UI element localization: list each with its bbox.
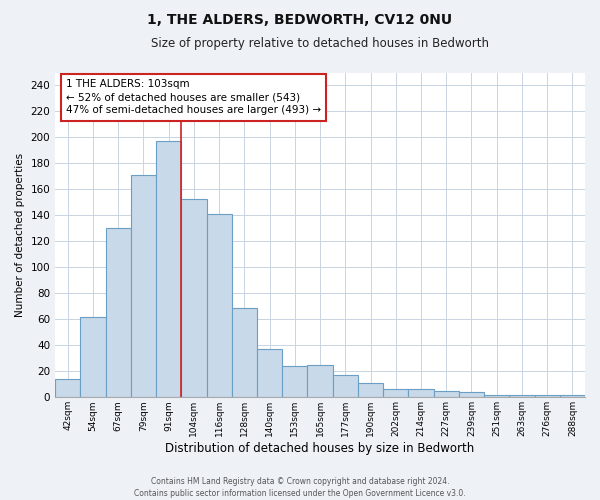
Bar (332, 375, 358, 398)
Bar (181, 198, 206, 398)
Bar (484, 394, 509, 398)
Bar (156, 142, 181, 398)
Bar (383, 390, 409, 398)
Bar (282, 366, 307, 398)
Bar (434, 391, 459, 398)
Text: 1, THE ALDERS, BEDWORTH, CV12 0NU: 1, THE ALDERS, BEDWORTH, CV12 0NU (148, 12, 452, 26)
Y-axis label: Number of detached properties: Number of detached properties (15, 153, 25, 317)
Bar (307, 365, 332, 398)
Bar (55, 379, 80, 398)
Text: 1 THE ALDERS: 103sqm
← 52% of detached houses are smaller (543)
47% of semi-deta: 1 THE ALDERS: 103sqm ← 52% of detached h… (66, 79, 321, 116)
Title: Size of property relative to detached houses in Bedworth: Size of property relative to detached ho… (151, 38, 489, 51)
X-axis label: Distribution of detached houses by size in Bedworth: Distribution of detached houses by size … (166, 442, 475, 455)
Bar (131, 175, 156, 398)
Bar (358, 383, 383, 398)
Bar (232, 308, 257, 398)
Bar (257, 349, 282, 398)
Text: Contains HM Land Registry data © Crown copyright and database right 2024.
Contai: Contains HM Land Registry data © Crown c… (134, 476, 466, 498)
Bar (409, 390, 434, 398)
Bar (206, 214, 232, 398)
Bar (509, 394, 535, 398)
Bar (459, 392, 484, 398)
Bar (535, 394, 560, 398)
Bar (560, 394, 585, 398)
Bar (106, 228, 131, 398)
Bar (80, 316, 106, 398)
